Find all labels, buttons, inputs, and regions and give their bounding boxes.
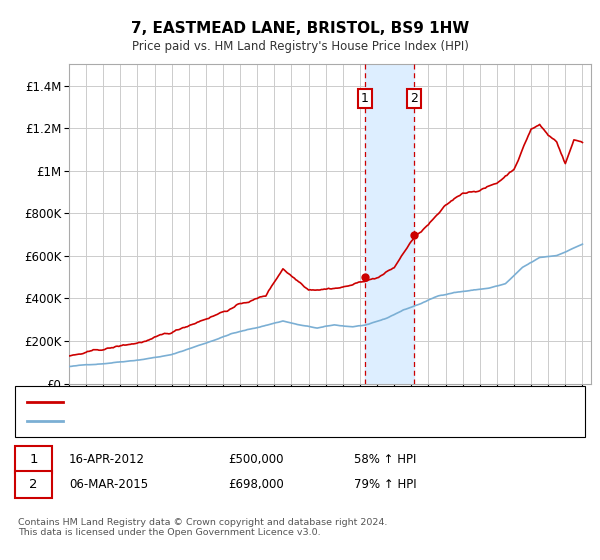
Text: £500,000: £500,000 <box>228 452 284 466</box>
Text: HPI: Average price, detached house, City of Bristol: HPI: Average price, detached house, City… <box>72 417 353 427</box>
Text: 7, EASTMEAD LANE, BRISTOL, BS9 1HW (detached house): 7, EASTMEAD LANE, BRISTOL, BS9 1HW (deta… <box>72 396 395 407</box>
Bar <box>365 64 415 384</box>
Text: 7, EASTMEAD LANE, BRISTOL, BS9 1HW: 7, EASTMEAD LANE, BRISTOL, BS9 1HW <box>131 21 469 36</box>
Text: Price paid vs. HM Land Registry's House Price Index (HPI): Price paid vs. HM Land Registry's House … <box>131 40 469 53</box>
Text: 79% ↑ HPI: 79% ↑ HPI <box>354 478 416 491</box>
Text: 2: 2 <box>29 478 38 491</box>
Text: 2: 2 <box>410 92 418 105</box>
Text: 06-MAR-2015: 06-MAR-2015 <box>69 478 148 491</box>
Text: £698,000: £698,000 <box>228 478 284 491</box>
Text: Contains HM Land Registry data © Crown copyright and database right 2024.
This d: Contains HM Land Registry data © Crown c… <box>18 518 388 538</box>
Text: 1: 1 <box>361 92 369 105</box>
Text: 16-APR-2012: 16-APR-2012 <box>69 452 145 466</box>
Text: 58% ↑ HPI: 58% ↑ HPI <box>354 452 416 466</box>
Text: 1: 1 <box>29 452 38 466</box>
